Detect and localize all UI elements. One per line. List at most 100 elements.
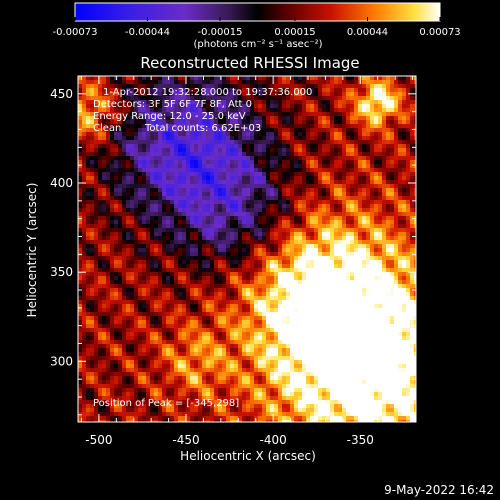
colorbar-tick-label: 0.00015 bbox=[274, 27, 315, 38]
heatmap-cell bbox=[150, 300, 155, 305]
heatmap-cell bbox=[186, 104, 191, 109]
heatmap-cell bbox=[202, 104, 207, 109]
heatmap-cell bbox=[246, 336, 251, 341]
heatmap-cell bbox=[262, 132, 267, 137]
heatmap-cell bbox=[210, 288, 215, 293]
heatmap-cell bbox=[246, 236, 251, 241]
heatmap-cell bbox=[294, 96, 299, 101]
heatmap-cell bbox=[214, 284, 219, 289]
heatmap-cell bbox=[274, 216, 279, 221]
heatmap-cell bbox=[90, 404, 95, 409]
heatmap-cell bbox=[126, 360, 131, 365]
heatmap-cell bbox=[190, 368, 195, 373]
heatmap-cell bbox=[182, 356, 187, 361]
heatmap-cell bbox=[146, 80, 151, 85]
heatmap-cell bbox=[194, 384, 199, 389]
heatmap-cell bbox=[290, 352, 295, 357]
heatmap-cell bbox=[182, 344, 187, 349]
heatmap-cell bbox=[286, 296, 291, 301]
heatmap-cell bbox=[294, 388, 299, 393]
heatmap-cell bbox=[98, 184, 103, 189]
heatmap-cell bbox=[266, 320, 271, 325]
heatmap-cell bbox=[114, 88, 119, 93]
heatmap-cell bbox=[246, 168, 251, 173]
heatmap-cell bbox=[78, 196, 83, 201]
heatmap-cell bbox=[258, 172, 263, 177]
heatmap-cell bbox=[230, 200, 235, 205]
heatmap-cell bbox=[254, 172, 259, 177]
heatmap-cell bbox=[210, 284, 215, 289]
heatmap-cell bbox=[162, 372, 167, 377]
heatmap-cell bbox=[270, 416, 275, 421]
heatmap-cell bbox=[94, 276, 99, 281]
heatmap-cell bbox=[302, 388, 307, 393]
heatmap-cell bbox=[118, 192, 123, 197]
heatmap-cell bbox=[82, 216, 87, 221]
heatmap-cell bbox=[274, 176, 279, 181]
heatmap-cell bbox=[150, 164, 155, 169]
heatmap-cell bbox=[78, 280, 83, 285]
heatmap-cell bbox=[286, 192, 291, 197]
heatmap-cell bbox=[86, 320, 91, 325]
heatmap-cell bbox=[258, 344, 263, 349]
heatmap-cell bbox=[98, 96, 103, 101]
heatmap-cell bbox=[302, 384, 307, 389]
heatmap-cell bbox=[82, 132, 87, 137]
heatmap-cell bbox=[106, 288, 111, 293]
heatmap-cell bbox=[214, 256, 219, 261]
heatmap-cell bbox=[114, 268, 119, 273]
heatmap-cell bbox=[186, 176, 191, 181]
heatmap-cell bbox=[90, 344, 95, 349]
heatmap-cell bbox=[86, 100, 91, 105]
heatmap-cell bbox=[250, 260, 255, 265]
heatmap-cell bbox=[158, 400, 163, 405]
heatmap-cell bbox=[110, 276, 115, 281]
heatmap-cell bbox=[178, 176, 183, 181]
heatmap-cell bbox=[274, 416, 279, 421]
heatmap-cell bbox=[90, 264, 95, 269]
heatmap-cell bbox=[110, 364, 115, 369]
heatmap-cell bbox=[150, 320, 155, 325]
heatmap-cell bbox=[262, 408, 267, 413]
heatmap-cell bbox=[106, 120, 111, 125]
heatmap-cell bbox=[270, 340, 275, 345]
heatmap-cell bbox=[98, 404, 103, 409]
heatmap-cell bbox=[214, 224, 219, 229]
heatmap-cell bbox=[106, 248, 111, 253]
heatmap-cell bbox=[82, 124, 87, 129]
heatmap-cell bbox=[126, 156, 131, 161]
heatmap-cell bbox=[226, 136, 231, 141]
heatmap-cell bbox=[210, 308, 215, 313]
heatmap-cell bbox=[126, 292, 131, 297]
heatmap-cell bbox=[90, 88, 95, 93]
heatmap-cell bbox=[214, 412, 219, 417]
heatmap-cell bbox=[210, 380, 215, 385]
heatmap-cell bbox=[290, 208, 295, 213]
heatmap-cell bbox=[150, 100, 155, 105]
heatmap-cell bbox=[210, 176, 215, 181]
heatmap-cell bbox=[182, 116, 187, 121]
heatmap-cell bbox=[266, 108, 271, 113]
heatmap-cell bbox=[134, 368, 139, 373]
heatmap-cell bbox=[278, 212, 283, 217]
heatmap-cell bbox=[258, 252, 263, 257]
heatmap-cell bbox=[118, 360, 123, 365]
heatmap-cell bbox=[266, 244, 271, 249]
heatmap-cell bbox=[158, 264, 163, 269]
heatmap-cell bbox=[150, 128, 155, 133]
heatmap-cell bbox=[130, 112, 135, 117]
heatmap-cell bbox=[210, 388, 215, 393]
heatmap-cell bbox=[106, 360, 111, 365]
heatmap-cell bbox=[290, 260, 295, 265]
heatmap-cell bbox=[122, 308, 127, 313]
heatmap-cell bbox=[186, 100, 191, 105]
heatmap-cell bbox=[130, 84, 135, 89]
heatmap-cell bbox=[254, 232, 259, 237]
heatmap-cell bbox=[166, 412, 171, 417]
heatmap-cell bbox=[302, 400, 307, 405]
heatmap-cell bbox=[90, 168, 95, 173]
heatmap-cell bbox=[214, 420, 219, 422]
heatmap-cell bbox=[186, 368, 191, 373]
heatmap-cell bbox=[98, 104, 103, 109]
